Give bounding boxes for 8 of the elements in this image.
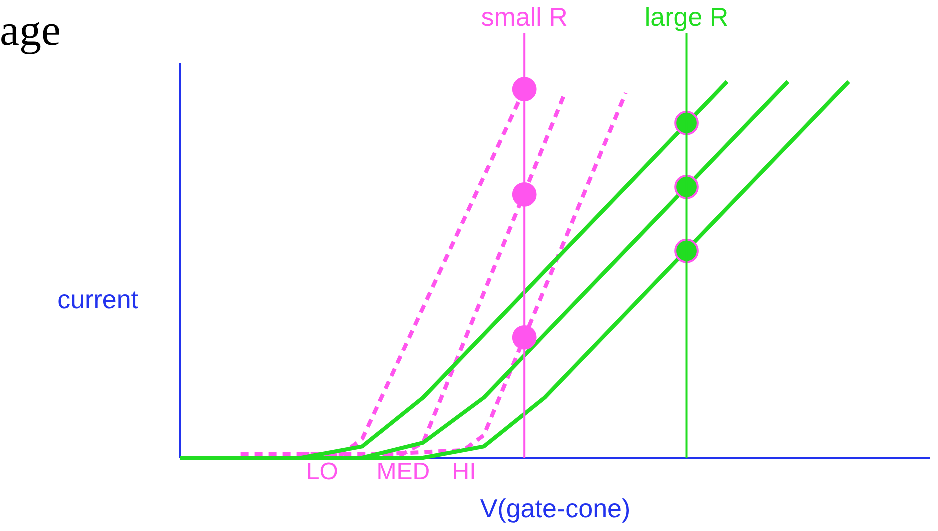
x-axis-title: V(gate-cone) bbox=[480, 494, 631, 524]
text: large R bbox=[644, 2, 729, 32]
text: small R bbox=[481, 2, 568, 32]
x-tick-label: LO bbox=[306, 458, 338, 486]
x-tick-label: MED bbox=[376, 458, 430, 486]
y-axis-title: current bbox=[58, 284, 140, 314]
chart-title: age bbox=[0, 6, 62, 55]
x-tick-label: HI bbox=[452, 458, 476, 486]
